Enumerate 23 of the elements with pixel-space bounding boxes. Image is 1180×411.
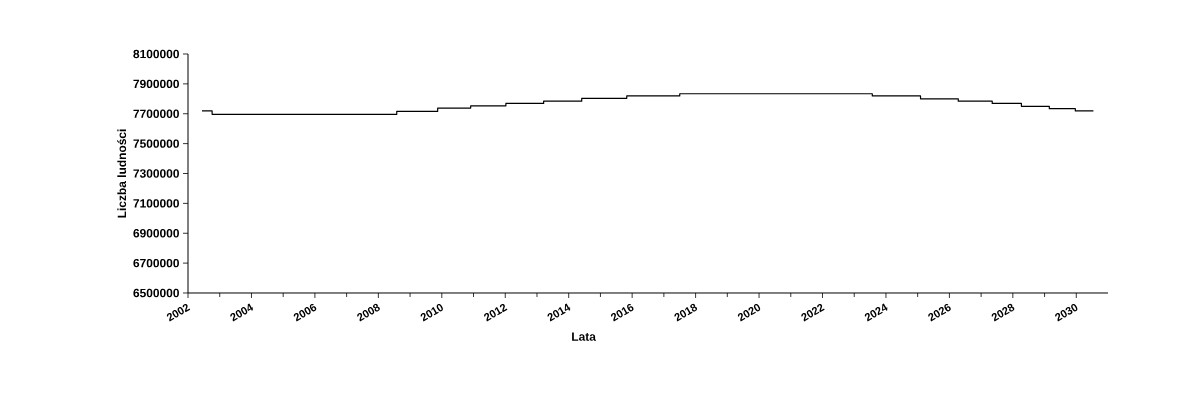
y-tick-label: 7300000: [133, 169, 179, 178]
x-tick-label: 2022: [801, 303, 825, 322]
x-tick-label: 2012: [484, 303, 508, 322]
x-tick-label: 2018: [674, 303, 698, 322]
y-tick-label: 7100000: [133, 199, 179, 208]
x-tick-label: 2026: [928, 303, 951, 322]
x-tick-label: 2016: [610, 303, 634, 322]
y-tick-label: 7900000: [133, 79, 179, 89]
y-tick-label: 7500000: [133, 139, 179, 148]
x-tick-label: 2002: [166, 303, 191, 322]
y-tick-label: 6500000: [133, 288, 179, 298]
x-tick-label: 2028: [991, 303, 1015, 322]
x-tick-label: 2008: [357, 303, 380, 322]
y-tick-label: 8100000: [133, 49, 179, 59]
x-tick-label: 2030: [1055, 303, 1078, 322]
y-tick-label: 7700000: [133, 109, 179, 118]
x-tick-label: 2020: [737, 303, 761, 322]
x-tick-label: 2006: [293, 303, 317, 322]
x-axis-title: Lata: [572, 332, 596, 341]
y-tick-label: 6700000: [133, 258, 179, 268]
x-tick-label: 2010: [420, 303, 443, 322]
y-tick-label: 6900000: [133, 229, 179, 238]
y-axis-title: Liczba ludności: [117, 129, 127, 218]
